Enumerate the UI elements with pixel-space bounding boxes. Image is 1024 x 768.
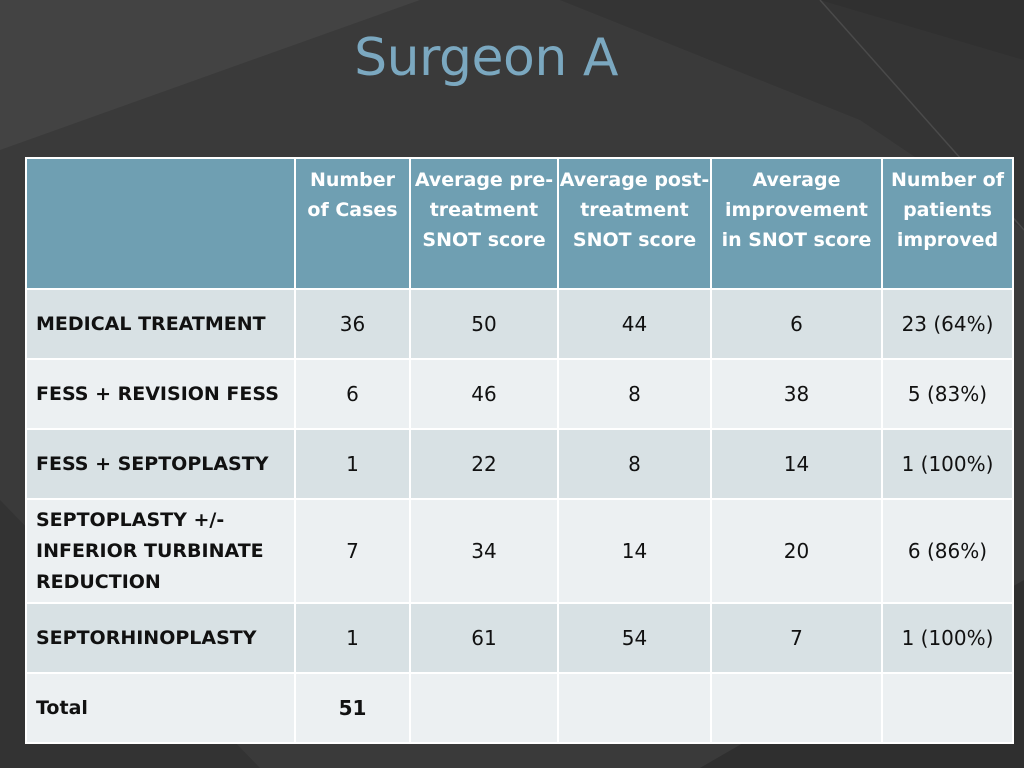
cell-total-cases: 51 (294, 672, 411, 744)
cell-post-score: 54 (557, 602, 712, 674)
row-label: FESS + SEPTOPLASTY (25, 428, 296, 500)
cell-cases: 7 (294, 498, 411, 604)
table-row: FESS + REVISION FESS 6 46 8 38 5 (83%) (25, 358, 1014, 430)
cell-improvement: 20 (710, 498, 883, 604)
cell-patients-improved: 23 (64%) (881, 288, 1014, 360)
cell-improvement: 38 (710, 358, 883, 430)
cell-cases: 6 (294, 358, 411, 430)
cell-cases: 1 (294, 428, 411, 500)
cell-improvement: 14 (710, 428, 883, 500)
table-row: SEPTOPLASTY +/- INFERIOR TURBINATE REDUC… (25, 498, 1014, 604)
cell-patients-improved: 1 (100%) (881, 428, 1014, 500)
cell-post-score: 8 (557, 358, 712, 430)
table-row-total: Total 51 (25, 672, 1014, 744)
row-label: SEPTOPLASTY +/- INFERIOR TURBINATE REDUC… (25, 498, 296, 604)
cell-pre-score: 46 (409, 358, 559, 430)
header-number-of-cases: Number of Cases (294, 157, 411, 290)
header-average-pre-treatment: Average pre-treatment SNOT score (409, 157, 559, 290)
cell-post-score: 14 (557, 498, 712, 604)
cell-cases: 36 (294, 288, 411, 360)
cell-patients-improved: 1 (100%) (881, 602, 1014, 674)
header-patients-improved: Number of patients improved (881, 157, 1014, 290)
row-label: MEDICAL TREATMENT (25, 288, 296, 360)
row-label-total: Total (25, 672, 296, 744)
header-procedure (25, 157, 296, 290)
cell-pre-score: 61 (409, 602, 559, 674)
cell-post-score (557, 672, 712, 744)
cell-pre-score (409, 672, 559, 744)
cell-improvement: 6 (710, 288, 883, 360)
slide-title: Surgeon A (354, 28, 618, 88)
cell-post-score: 44 (557, 288, 712, 360)
table-row: MEDICAL TREATMENT 36 50 44 6 23 (64%) (25, 288, 1014, 360)
cell-improvement: 7 (710, 602, 883, 674)
cell-pre-score: 34 (409, 498, 559, 604)
table-row: FESS + SEPTOPLASTY 1 22 8 14 1 (100%) (25, 428, 1014, 500)
table-header-row: Number of Cases Average pre-treatment SN… (25, 157, 1014, 290)
cell-pre-score: 50 (409, 288, 559, 360)
cell-cases: 1 (294, 602, 411, 674)
header-average-improvement: Average improvement in SNOT score (710, 157, 883, 290)
header-average-post-treatment: Average post-treatment SNOT score (557, 157, 712, 290)
row-label: FESS + REVISION FESS (25, 358, 296, 430)
cell-post-score: 8 (557, 428, 712, 500)
cell-pre-score: 22 (409, 428, 559, 500)
cell-patients-improved (881, 672, 1014, 744)
cell-patients-improved: 6 (86%) (881, 498, 1014, 604)
cell-improvement (710, 672, 883, 744)
table-row: SEPTORHINOPLASTY 1 61 54 7 1 (100%) (25, 602, 1014, 674)
snot-score-table: Number of Cases Average pre-treatment SN… (25, 157, 1014, 744)
row-label: SEPTORHINOPLASTY (25, 602, 296, 674)
cell-patients-improved: 5 (83%) (881, 358, 1014, 430)
